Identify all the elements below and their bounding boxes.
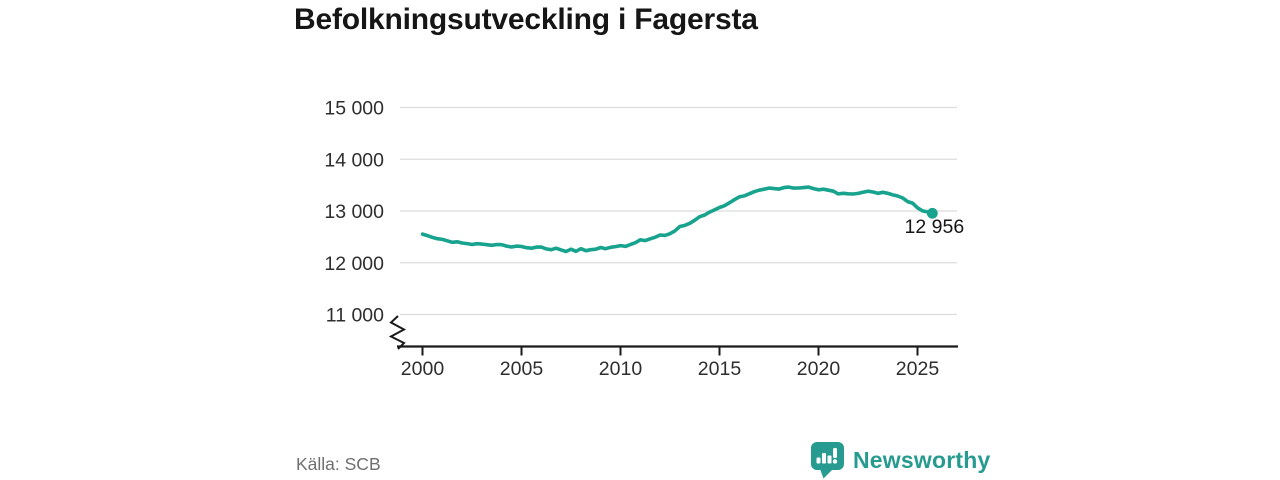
newsworthy-logo: Newsworthy xyxy=(810,441,990,479)
x-tick-label: 2005 xyxy=(500,358,544,380)
x-tick-label: 2000 xyxy=(401,358,445,380)
bar-chart-glyph xyxy=(816,448,838,464)
x-tick-label: 2015 xyxy=(698,358,742,380)
axis-break-icon xyxy=(388,315,407,350)
x-tick-label: 2010 xyxy=(599,358,643,380)
y-tick-label: 15 000 xyxy=(324,98,384,120)
end-point-dot xyxy=(926,207,938,219)
chart-title: Befolkningsutveckling i Fagersta xyxy=(294,3,758,36)
source-label: Källa: SCB xyxy=(296,454,381,474)
newsworthy-logo-text: Newsworthy xyxy=(853,446,991,473)
end-point-label: 12 956 xyxy=(905,216,965,238)
newsworthy-logo-icon xyxy=(811,442,844,479)
x-tick-label: 2025 xyxy=(896,358,940,380)
y-tick-label: 11 000 xyxy=(326,305,384,327)
x-tick-label: 2020 xyxy=(797,358,841,380)
y-tick-label: 14 000 xyxy=(324,149,384,171)
y-tick-label: 13 000 xyxy=(324,201,384,223)
series-line xyxy=(420,185,935,254)
y-tick-label: 12 000 xyxy=(324,253,384,275)
